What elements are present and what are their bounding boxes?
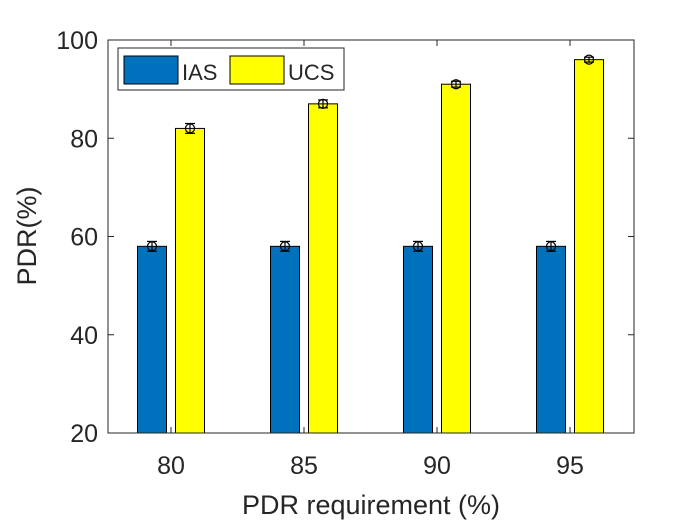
bar-ias-85 [270, 245, 300, 434]
x-axis-label: PDR requirement (%) [242, 490, 500, 520]
mean-marker-ucs-90 [450, 79, 462, 90]
legend-label-ucs: UCS [288, 60, 334, 85]
y-tick-label-40: 40 [70, 322, 98, 350]
legend-swatch-ias [123, 55, 179, 85]
legend-label-ias: IAS [182, 60, 217, 85]
bar-ias-95 [536, 245, 566, 434]
mean-marker-ias-90 [412, 241, 424, 252]
bar-ucs-85 [308, 103, 338, 434]
mean-marker-ucs-85 [317, 98, 329, 109]
legend-swatch-ucs [229, 55, 285, 85]
x-tick-label-95: 95 [556, 452, 584, 480]
bar-ias-80 [137, 245, 167, 434]
bar-ucs-90 [441, 83, 471, 434]
mean-marker-ucs-80 [184, 123, 196, 134]
x-tick-label-85: 85 [290, 452, 318, 480]
y-axis: 20 40 60 80 100 [56, 27, 634, 448]
error-bars-layer [146, 54, 595, 252]
legend: IAS UCS [117, 47, 345, 91]
y-tick-label-80: 80 [70, 125, 98, 153]
mean-marker-ucs-95 [583, 54, 595, 65]
y-axis-label: PDR(%) [12, 187, 42, 286]
x-tick-label-90: 90 [423, 452, 451, 480]
mean-marker-ias-80 [146, 241, 158, 252]
bar-ucs-80 [175, 127, 205, 434]
bar-ucs-95 [574, 59, 604, 434]
y-tick-label-100: 100 [56, 27, 98, 55]
mean-marker-ias-95 [545, 241, 557, 252]
bar-ias-90 [403, 245, 433, 434]
x-tick-label-80: 80 [157, 452, 185, 480]
y-tick-label-20: 20 [70, 420, 98, 448]
y-tick-label-60: 60 [70, 224, 98, 252]
x-axis: 80 85 90 95 [157, 40, 584, 480]
mean-marker-ias-85 [279, 241, 291, 252]
